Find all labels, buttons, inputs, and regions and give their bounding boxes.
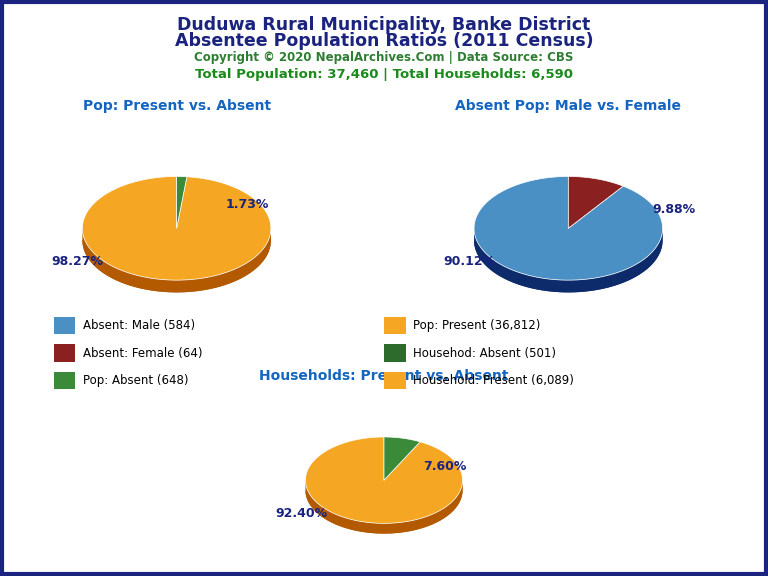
Text: Pop: Absent (648): Pop: Absent (648) (83, 374, 188, 387)
Polygon shape (474, 176, 663, 280)
Text: Househod: Absent (501): Househod: Absent (501) (413, 347, 556, 359)
Text: 98.27%: 98.27% (51, 255, 104, 268)
Polygon shape (568, 176, 623, 228)
Text: 9.88%: 9.88% (652, 203, 696, 216)
Title: Households: Present vs. Absent: Households: Present vs. Absent (260, 369, 508, 384)
Text: 1.73%: 1.73% (226, 198, 269, 211)
Polygon shape (306, 480, 462, 533)
Polygon shape (82, 228, 271, 293)
Title: Absent Pop: Male vs. Female: Absent Pop: Male vs. Female (455, 98, 681, 113)
Text: Household: Present (6,089): Household: Present (6,089) (413, 374, 574, 387)
Text: 7.60%: 7.60% (424, 460, 467, 472)
Polygon shape (306, 437, 462, 524)
Text: Absent: Female (64): Absent: Female (64) (83, 347, 203, 359)
Polygon shape (474, 228, 663, 293)
Text: 92.40%: 92.40% (276, 507, 328, 520)
Text: Copyright © 2020 NepalArchives.Com | Data Source: CBS: Copyright © 2020 NepalArchives.Com | Dat… (194, 51, 574, 64)
Polygon shape (306, 480, 462, 533)
Title: Pop: Present vs. Absent: Pop: Present vs. Absent (83, 98, 270, 113)
Text: Duduwa Rural Municipality, Banke District: Duduwa Rural Municipality, Banke Distric… (177, 16, 591, 34)
Text: 90.12%: 90.12% (443, 255, 495, 268)
Polygon shape (177, 176, 187, 228)
Polygon shape (474, 228, 663, 293)
Polygon shape (384, 437, 420, 480)
Polygon shape (82, 176, 271, 280)
Text: Pop: Present (36,812): Pop: Present (36,812) (413, 319, 541, 332)
Text: Absentee Population Ratios (2011 Census): Absentee Population Ratios (2011 Census) (174, 32, 594, 50)
Text: Total Population: 37,460 | Total Households: 6,590: Total Population: 37,460 | Total Househo… (195, 68, 573, 81)
Polygon shape (82, 228, 271, 293)
Text: Absent: Male (584): Absent: Male (584) (83, 319, 195, 332)
